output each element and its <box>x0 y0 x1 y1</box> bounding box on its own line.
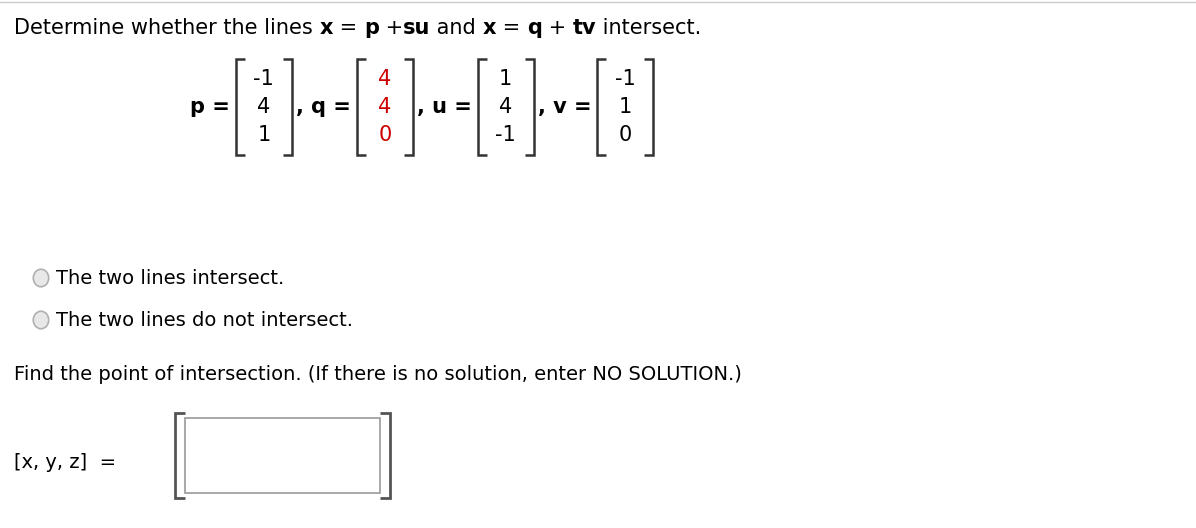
Text: q: q <box>527 18 542 38</box>
Ellipse shape <box>33 269 49 287</box>
Text: and: and <box>431 18 483 38</box>
Ellipse shape <box>33 311 49 329</box>
Text: -1: -1 <box>254 69 274 89</box>
Text: The two lines do not intersect.: The two lines do not intersect. <box>56 310 353 329</box>
Text: tv: tv <box>573 18 597 38</box>
Text: 4: 4 <box>499 97 512 117</box>
Text: 4: 4 <box>257 97 270 117</box>
Text: 4: 4 <box>378 69 391 89</box>
Text: 4: 4 <box>378 97 391 117</box>
Text: -1: -1 <box>615 69 635 89</box>
Text: [x, y, z]  =: [x, y, z] = <box>14 454 116 473</box>
Text: =: = <box>332 18 364 38</box>
Text: p: p <box>364 18 379 38</box>
Text: -1: -1 <box>495 125 515 145</box>
Text: 1: 1 <box>618 97 631 117</box>
Text: 1: 1 <box>257 125 270 145</box>
Text: +: + <box>542 18 573 38</box>
Text: intersect.: intersect. <box>597 18 702 38</box>
Text: +: + <box>379 18 403 38</box>
Text: 0: 0 <box>378 125 391 145</box>
Text: The two lines intersect.: The two lines intersect. <box>56 269 285 288</box>
Text: x: x <box>483 18 496 38</box>
Text: su: su <box>403 18 431 38</box>
Text: , q =: , q = <box>295 97 350 117</box>
Text: x: x <box>319 18 332 38</box>
Text: Determine whether the lines: Determine whether the lines <box>14 18 319 38</box>
Text: 0: 0 <box>618 125 631 145</box>
Text: , u =: , u = <box>416 97 471 117</box>
Text: Find the point of intersection. (If there is no solution, enter NO SOLUTION.): Find the point of intersection. (If ther… <box>14 365 742 384</box>
Text: p =: p = <box>190 97 230 117</box>
Text: , v =: , v = <box>538 97 591 117</box>
Bar <box>185 418 380 493</box>
Text: =: = <box>496 18 527 38</box>
Text: 1: 1 <box>499 69 512 89</box>
